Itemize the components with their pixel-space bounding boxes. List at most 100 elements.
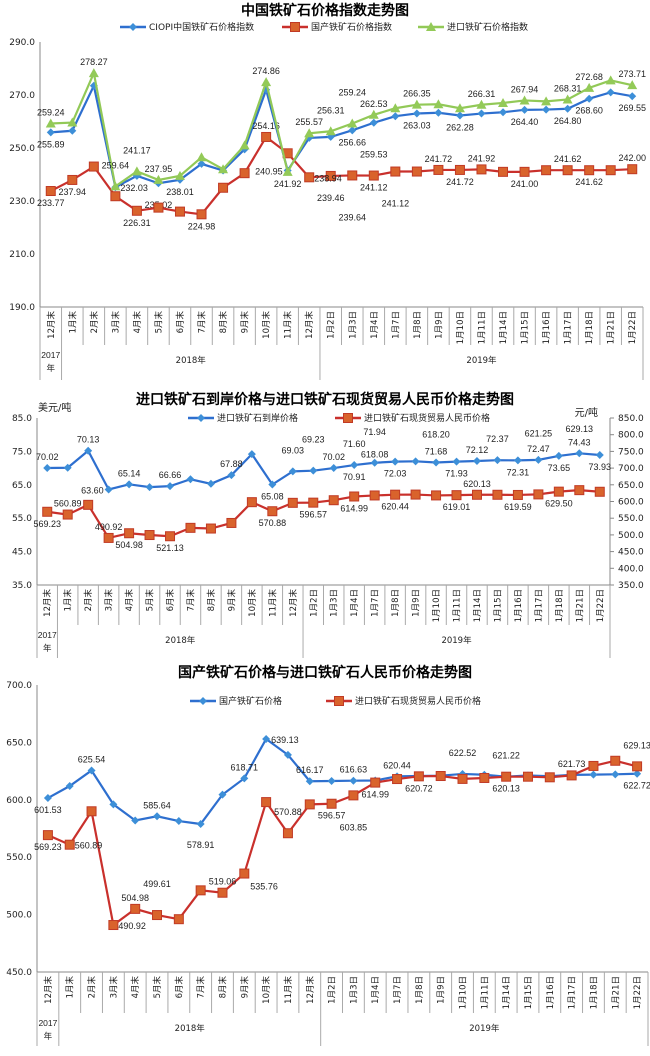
data-label: 269.55: [618, 103, 646, 113]
data-label: 560.89: [54, 499, 82, 509]
data-point-triangle: [433, 99, 444, 109]
data-label: 72.37: [486, 434, 509, 444]
data-label: 73.93: [589, 462, 612, 472]
data-point-square: [185, 522, 196, 533]
data-point-square: [348, 790, 359, 801]
data-point-triangle: [498, 97, 509, 107]
y-tick-label-right: 350.0: [618, 581, 644, 591]
category-label: 1月22日: [633, 976, 643, 1009]
series-line: [50, 69, 633, 189]
y-tick-label: 45.0: [12, 548, 32, 558]
series-1: 601.53 625.54 585.64 578.91 618.71 639.13 616.…: [34, 734, 650, 850]
data-point-diamond: [268, 480, 277, 489]
data-point-diamond: [534, 455, 543, 464]
category-label: 1月21日: [575, 589, 585, 622]
data-point-square: [267, 506, 278, 517]
legend-label: CIOPI中国铁矿石价格指数: [149, 21, 254, 33]
y-tick-label: 75.0: [12, 447, 32, 457]
data-label: 620.72: [405, 783, 433, 793]
data-point-square: [239, 168, 250, 179]
year-group-label: 2017年: [37, 630, 57, 653]
data-label: 639.13: [271, 735, 299, 745]
category-label: 12月末: [304, 311, 315, 339]
data-point-square: [45, 186, 56, 197]
data-point-square: [566, 770, 577, 781]
data-point-triangle: [562, 94, 573, 104]
data-point-square: [62, 509, 73, 520]
data-point-square: [454, 164, 465, 175]
data-point-square: [392, 774, 403, 785]
data-label: 614.99: [361, 790, 389, 800]
category-label: 1月22日: [596, 589, 606, 622]
data-point-square: [498, 166, 509, 177]
data-point-triangle: [454, 103, 465, 113]
data-label: 620.13: [463, 479, 491, 489]
category-label: 1月18日: [585, 311, 595, 344]
category-label: 1月10日: [432, 589, 442, 622]
data-point-square: [605, 165, 616, 176]
category-label: 1月8日: [415, 976, 425, 1004]
data-label: 620.13: [492, 784, 520, 794]
category-label: 3月末: [108, 976, 119, 999]
data-label: 262.53: [360, 99, 388, 109]
data-point-triangle: [390, 103, 401, 113]
data-point-triangle: [411, 99, 422, 109]
data-point-square: [457, 773, 468, 784]
data-point-square: [410, 489, 421, 500]
data-point-triangle: [519, 95, 530, 105]
data-label: 70.02: [322, 452, 345, 462]
y-axis-unit-left: 美元/吨: [38, 401, 71, 414]
data-label: 259.64: [102, 160, 130, 170]
data-label: 585.64: [143, 800, 171, 810]
category-label: 8月末: [217, 976, 228, 999]
data-point-diamond: [63, 463, 72, 472]
data-point-diamond: [520, 105, 529, 114]
category-label: 1月末: [65, 976, 76, 999]
y-tick-label-right: 500.0: [618, 531, 644, 541]
y-tick-label: 450.0: [6, 968, 32, 978]
data-point-diamond: [247, 450, 256, 459]
data-point-square: [594, 486, 605, 497]
category-label: 1月2日: [309, 589, 319, 617]
category-label: 1月14日: [502, 976, 512, 1009]
data-label: 72.03: [384, 469, 407, 479]
data-label: 241.72: [425, 154, 453, 164]
data-point-square: [627, 164, 638, 175]
data-point-square: [239, 868, 250, 879]
data-label: 259.24: [339, 88, 367, 98]
data-point-square: [42, 830, 53, 841]
chart-3: 国产铁矿石价格与进口铁矿石人民币价格走势图 450.0 500.0 550.0 600.…: [6, 664, 650, 1046]
data-label: 63.60: [81, 485, 104, 495]
category-label: 1月17日: [534, 589, 544, 622]
data-label: 233.77: [37, 198, 65, 208]
data-point-square: [435, 771, 446, 782]
category-label: 1月8日: [391, 589, 401, 617]
data-point-diamond: [305, 777, 314, 786]
data-point-diamond: [46, 128, 55, 137]
data-label: 504.98: [121, 893, 149, 903]
data-point-square: [390, 489, 401, 500]
data-label: 232.03: [120, 183, 148, 193]
category-label: 8月末: [218, 311, 229, 334]
data-point-diamond: [348, 126, 357, 135]
data-point-diamond: [369, 118, 378, 127]
data-label: 241.62: [575, 177, 603, 187]
data-point-square: [308, 497, 319, 508]
data-label: 73.65: [548, 463, 571, 473]
legend-diamond-icon: [129, 23, 137, 31]
data-point-triangle: [368, 109, 379, 119]
y-tick-label: 230.0: [9, 197, 35, 207]
data-point-square: [413, 771, 424, 782]
data-point-square: [433, 164, 444, 175]
data-point-diamond: [43, 794, 52, 803]
y-tick-label-right: 550.0: [618, 514, 644, 524]
data-point-diamond: [575, 449, 584, 458]
y-tick-label: 190.0: [9, 303, 35, 313]
data-point-diamond: [125, 480, 134, 489]
legend-label: 国产铁矿石价格指数: [311, 21, 392, 33]
category-label: 1月4日: [371, 976, 381, 1004]
data-point-triangle: [239, 140, 250, 150]
data-point-triangle: [347, 118, 358, 128]
year-group-label: 2018年: [176, 355, 207, 366]
